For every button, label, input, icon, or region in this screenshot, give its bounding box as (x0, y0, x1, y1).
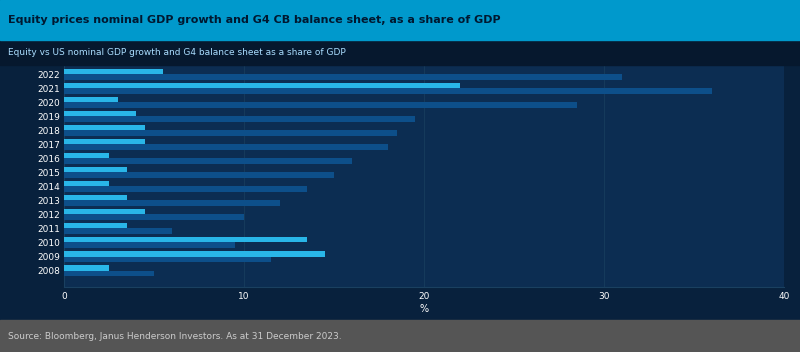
Bar (64, 125, 145, 130)
Bar (64, 271, 154, 276)
Bar (64, 223, 127, 228)
Bar (64, 158, 352, 164)
Bar (64, 187, 307, 192)
Bar (64, 201, 280, 206)
Bar (64, 111, 136, 117)
Text: Equity vs US nominal GDP growth and G4 balance sheet as a share of GDP: Equity vs US nominal GDP growth and G4 b… (8, 48, 346, 57)
Bar (64, 172, 334, 178)
Bar (64, 257, 271, 262)
Bar (64, 97, 118, 102)
Bar (64, 102, 577, 108)
Bar (64, 144, 388, 150)
Bar (64, 195, 127, 201)
Bar (64, 60, 586, 66)
Bar (64, 228, 172, 234)
Bar (64, 83, 460, 88)
Bar (64, 130, 397, 136)
Bar (64, 181, 109, 187)
X-axis label: %: % (419, 303, 429, 314)
Bar (64, 251, 325, 257)
Text: Source: Bloomberg, Janus Henderson Investors. As at 31 December 2023.: Source: Bloomberg, Janus Henderson Inves… (8, 332, 342, 341)
Bar (64, 243, 235, 248)
Bar (64, 167, 127, 172)
Bar (64, 69, 163, 74)
Bar (64, 88, 712, 94)
Bar (64, 74, 622, 80)
Bar (64, 153, 109, 158)
Bar (64, 117, 415, 122)
Bar (64, 209, 145, 214)
Bar (64, 237, 307, 243)
Text: %: % (66, 42, 74, 51)
Bar (64, 139, 145, 144)
Bar (64, 214, 244, 220)
Bar (64, 265, 109, 271)
Legend: US nominal GDP growth, G4 CB balance sheet (% of GDP): US nominal GDP growth, G4 CB balance she… (254, 335, 594, 345)
Text: Equity prices nominal GDP growth and G4 CB balance sheet, as a share of GDP: Equity prices nominal GDP growth and G4 … (8, 15, 501, 25)
Bar (64, 55, 172, 60)
